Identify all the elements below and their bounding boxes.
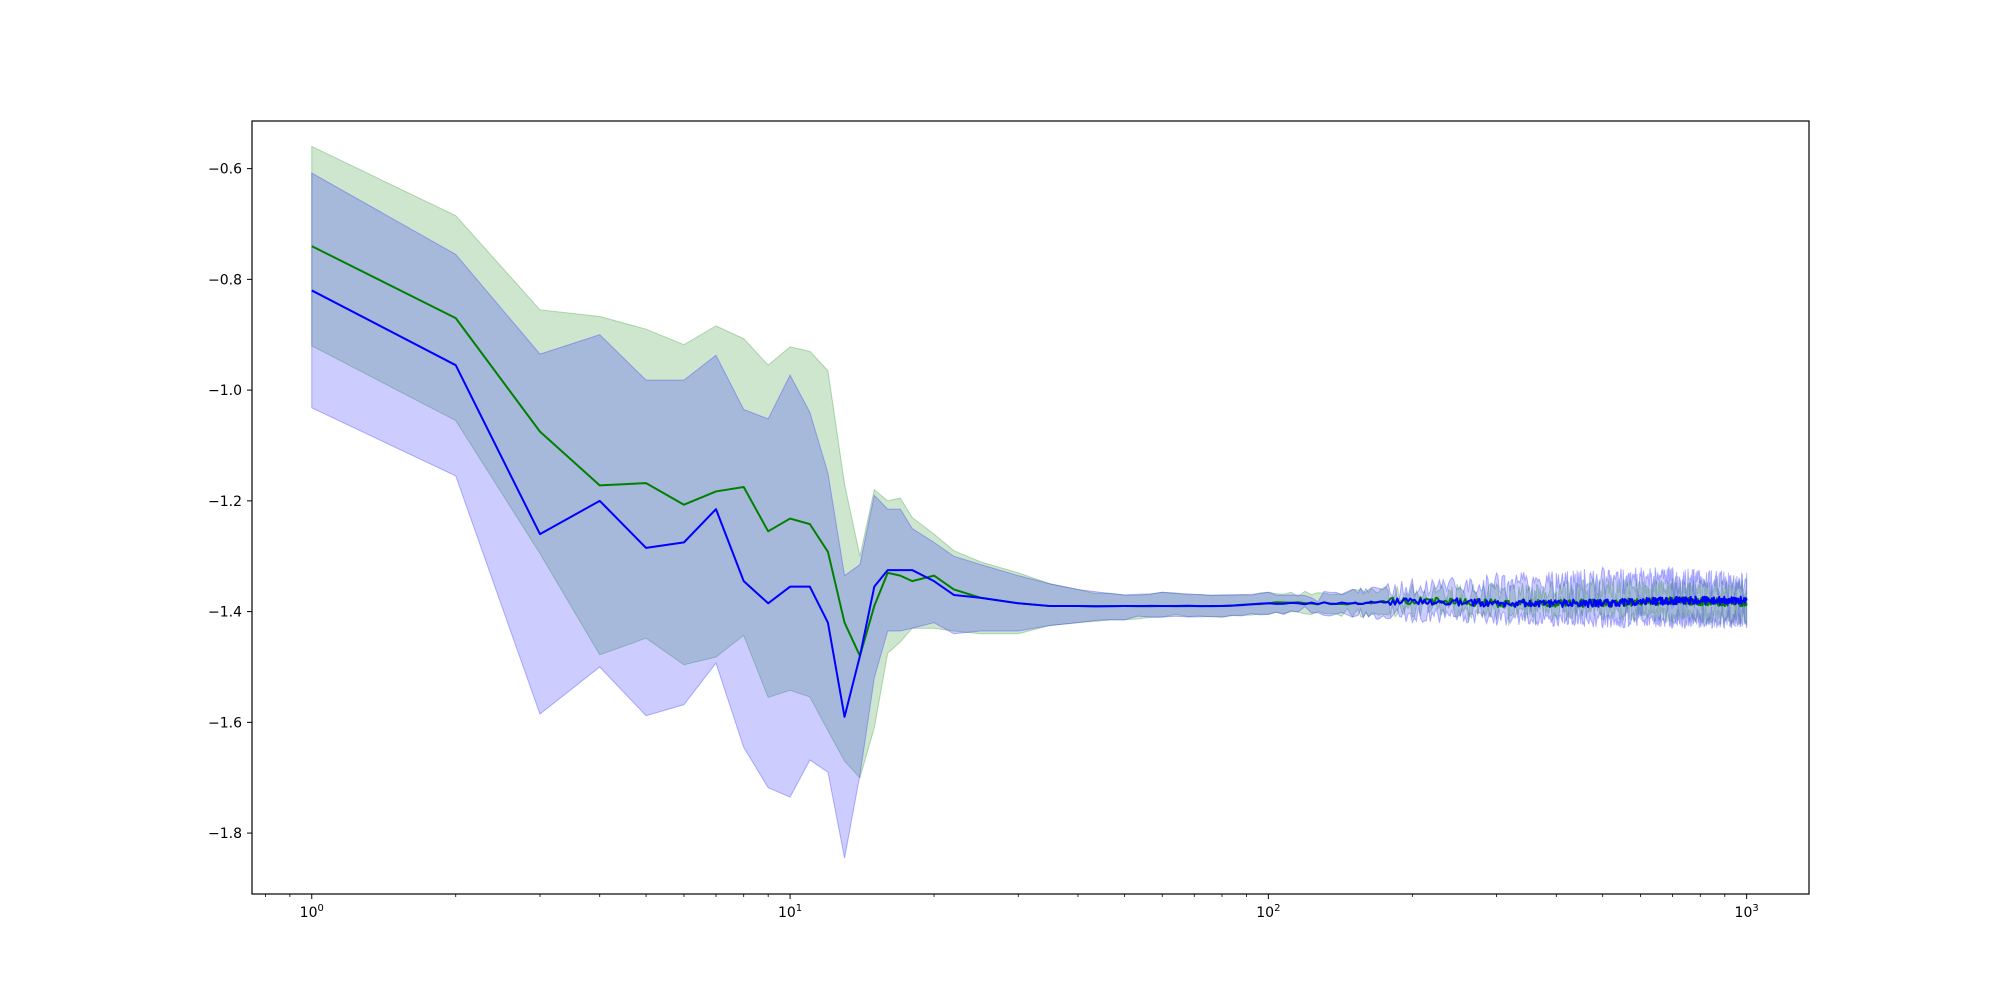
x-tick-label: 103 bbox=[1735, 903, 1759, 921]
y-axis: −0.6 −0.8 −1.0 −1.2 −1.4 −1.6 −1.8 bbox=[208, 162, 252, 842]
y-tick-label: −1.8 bbox=[208, 826, 242, 842]
x-tick-label: 101 bbox=[778, 903, 802, 921]
band-green bbox=[311, 145, 1748, 779]
x-tick-label: 102 bbox=[1256, 903, 1280, 921]
y-tick-label: −0.8 bbox=[208, 272, 242, 288]
x-tick-label: 100 bbox=[300, 903, 324, 921]
y-tick-label: −1.0 bbox=[208, 383, 242, 399]
y-tick-label: −0.6 bbox=[208, 162, 242, 178]
x-axis: 100 101 102 103 bbox=[265, 894, 1759, 921]
band-blue bbox=[311, 172, 1748, 859]
y-tick-label: −1.2 bbox=[208, 494, 242, 510]
line-blue bbox=[311, 289, 1748, 718]
y-tick-label: −1.6 bbox=[208, 715, 242, 731]
band-layer bbox=[311, 145, 1748, 859]
line-layer bbox=[311, 245, 1748, 718]
plot-frame bbox=[251, 120, 1810, 895]
y-tick-label: −1.4 bbox=[208, 605, 242, 621]
